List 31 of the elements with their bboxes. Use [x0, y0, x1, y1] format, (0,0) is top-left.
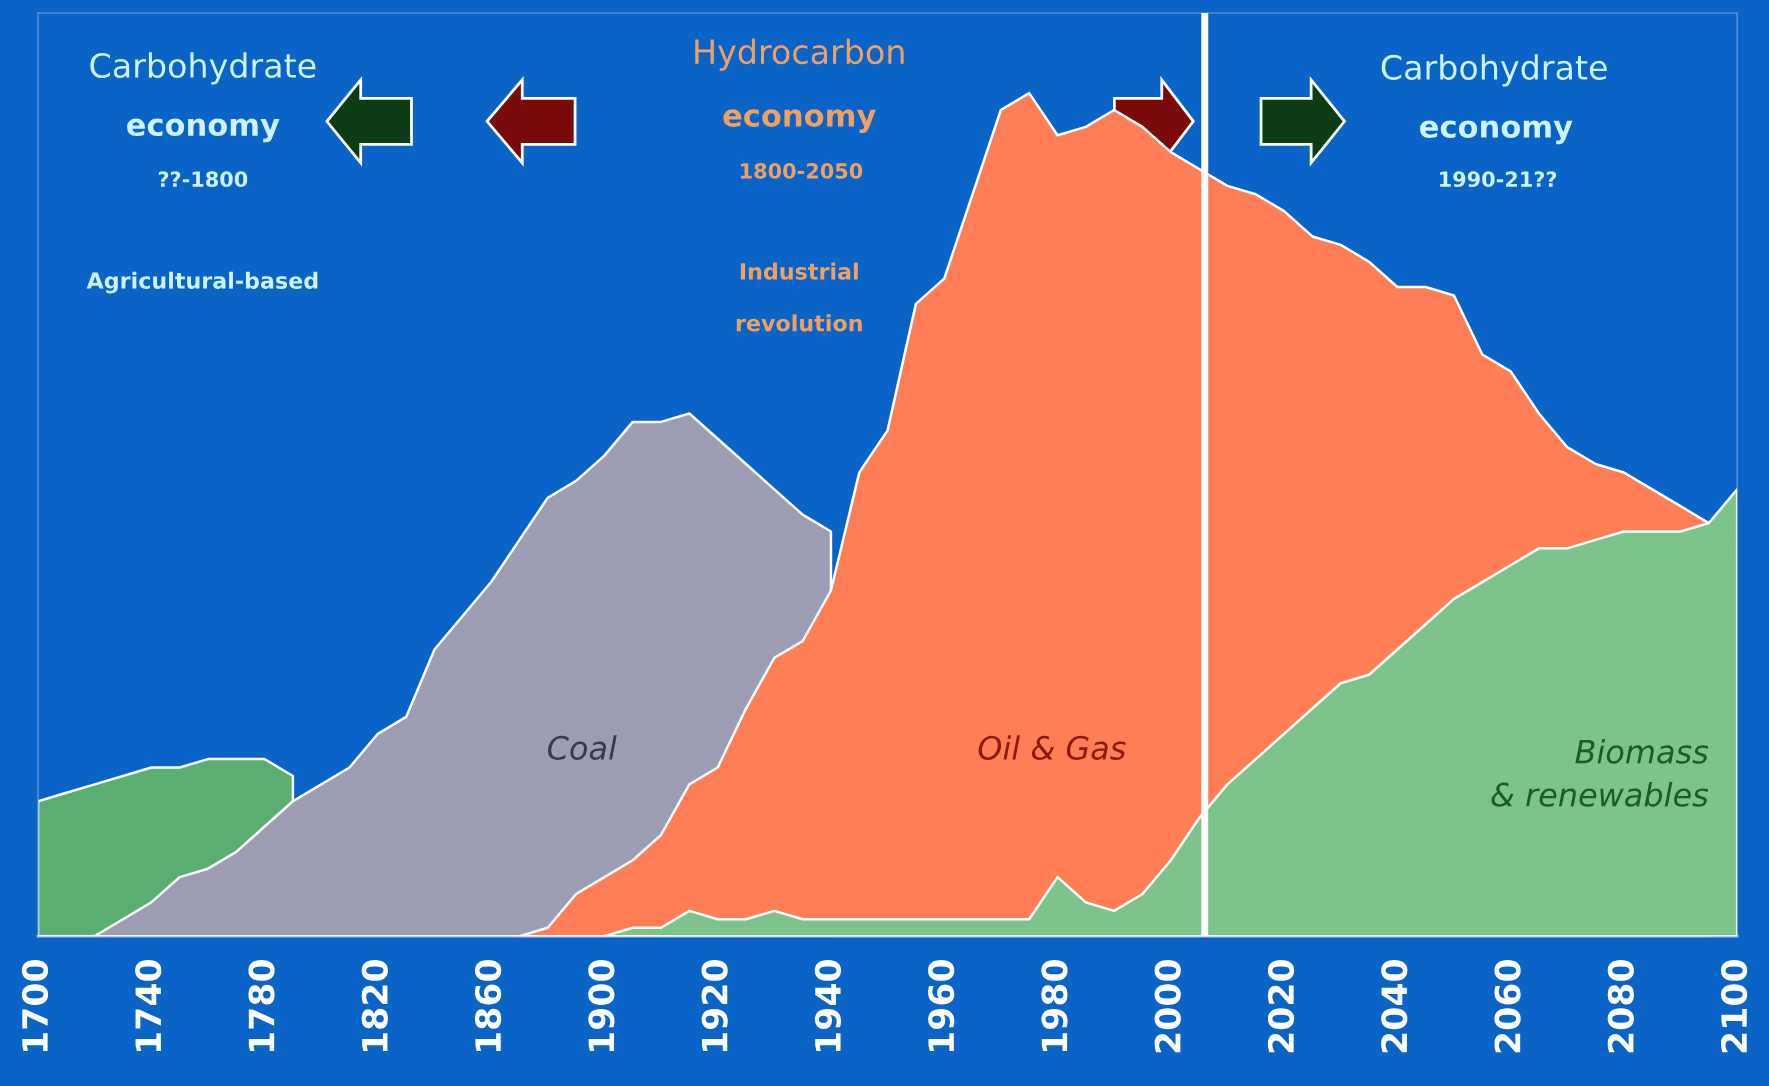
x-tick-label: 2000: [1154, 960, 1181, 1053]
x-tick-label: 1820: [361, 960, 388, 1052]
x-tick-label: 2100: [1720, 960, 1748, 1053]
x-tick-label: 1700: [21, 960, 49, 1052]
x-tick-label: 1860: [474, 960, 502, 1052]
x-tick-label: 2020: [1267, 960, 1295, 1053]
annotation: 1800-2050: [740, 163, 863, 179]
series-label: Oil & Gas: [978, 735, 1126, 760]
annotation: economy: [723, 109, 876, 134]
annotation: Agricultural-based: [86, 271, 318, 294]
series-label: Biomass & renewables: [1491, 738, 1709, 807]
annotation: Industrial: [740, 262, 858, 280]
x-tick-label: 1960: [928, 960, 955, 1052]
x-tick-label: 1940: [814, 960, 842, 1052]
x-tick-label: 1780: [248, 960, 275, 1052]
text: Hydrocarbon: [695, 38, 904, 71]
text: Carbohydrate: [90, 52, 316, 85]
x-tick-label: 2040: [1381, 960, 1408, 1053]
x-tick-label: 1900: [588, 960, 615, 1052]
annotation: 1990-21??: [1440, 171, 1557, 188]
x-tick-label: 1980: [1041, 960, 1068, 1052]
x-tick-label: 1740: [135, 960, 162, 1052]
annotation: economy: [1420, 120, 1573, 145]
annotation: revolution: [736, 314, 862, 332]
annotation: ??-1800: [158, 171, 248, 188]
x-tick-label: 2060: [1494, 960, 1521, 1053]
x-tick-label: 2080: [1607, 960, 1634, 1053]
annotation: economy: [126, 118, 280, 143]
text: Carbohydrate: [1381, 54, 1607, 87]
x-tick-label: 1920: [701, 960, 728, 1052]
series-label: Coal: [547, 735, 617, 760]
